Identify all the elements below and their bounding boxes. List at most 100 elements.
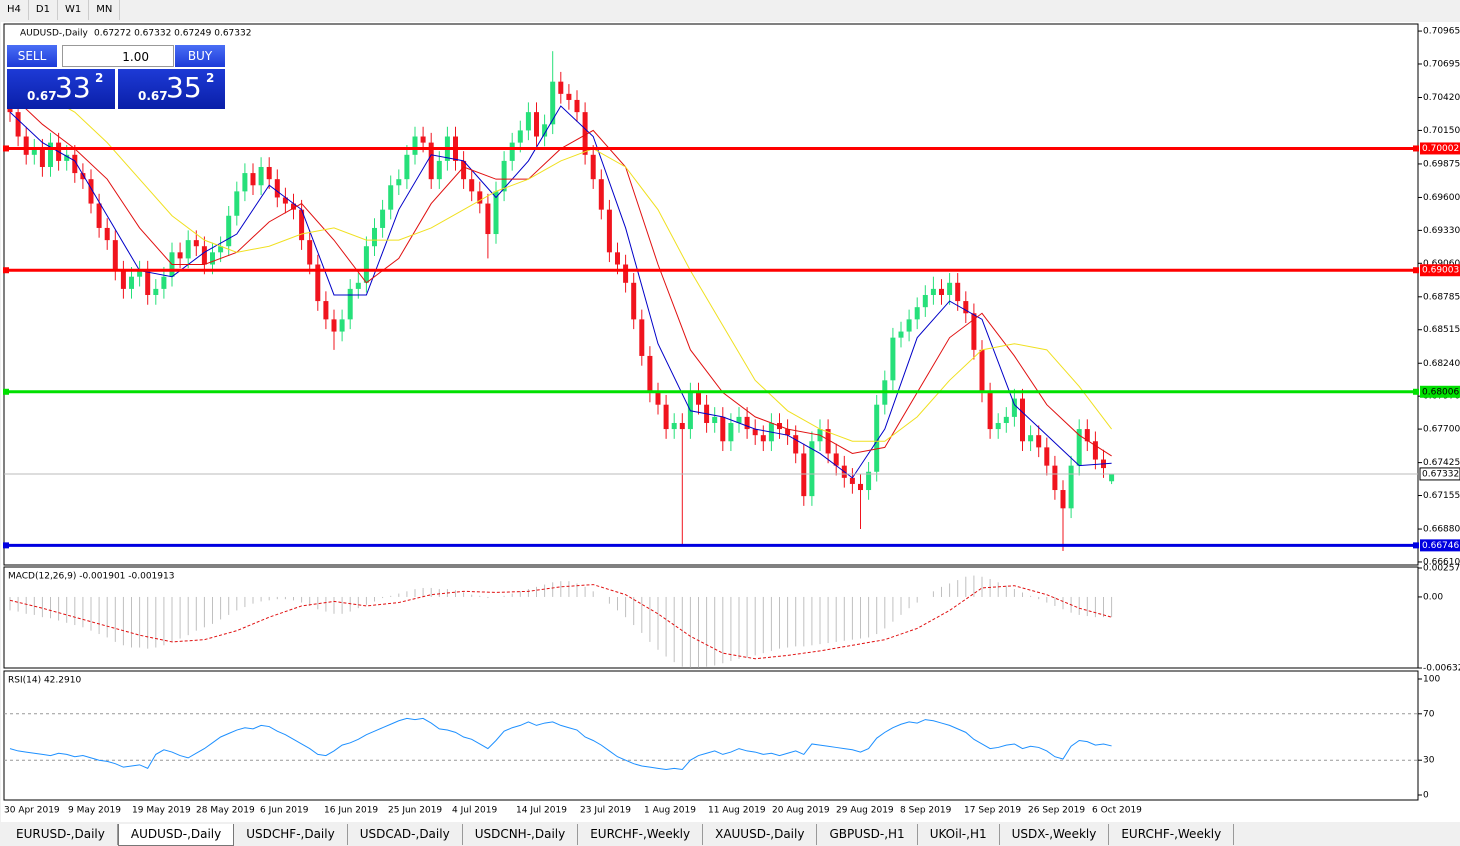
x-tick-label: 25 Jun 2019 [388,806,442,816]
y-tick-label: 100 [1423,675,1440,685]
y-tick-label: 0.70150 [1423,126,1460,136]
candle-body [64,154,70,161]
candle-body [412,136,418,155]
candle-body [250,173,256,186]
level-handle [3,388,9,395]
y-tick-label: 0.66880 [1423,525,1460,535]
candle-body [104,227,110,241]
y-tick-label: 0.69600 [1423,193,1460,203]
candle-body [979,349,985,393]
lots-input[interactable]: 1.00 [62,45,174,67]
candle-body [930,288,936,295]
candle-body [153,288,159,295]
candle-body [785,429,791,436]
candle-body [1011,398,1017,417]
chart-tab[interactable]: UKOil-,H1 [918,824,1000,845]
candle-body [728,422,734,442]
y-tick-label: 0 [1423,791,1429,801]
chart-tab[interactable]: EURCHF-,Weekly [578,824,704,845]
candle-body [315,264,321,302]
candle-body [88,179,94,204]
candle-body [623,264,629,283]
x-tick-label: 20 Aug 2019 [772,806,830,816]
timeframe-button[interactable]: W1 [58,0,90,20]
candle-body [914,307,920,320]
timeframe-button[interactable]: H4 [0,0,29,20]
candle-body [906,319,912,332]
y-tick-label: 0.69875 [1423,159,1460,169]
x-tick-label: 6 Jun 2019 [260,806,309,816]
level-handle [1413,267,1419,274]
level-handle [3,267,9,274]
y-tick-label: 0.70965 [1423,27,1460,37]
level-handle [3,542,9,549]
level-label-box [1420,539,1460,552]
x-tick-label: 19 May 2019 [132,806,191,816]
candle-body [242,173,248,192]
candle-body [1060,490,1066,509]
y-tick-label: 0.00 [1423,592,1443,602]
timeframe-button[interactable]: D1 [29,0,58,20]
chart-tab[interactable]: USDCHF-,Daily [234,824,348,845]
candle-body [874,404,880,472]
chart-tab[interactable]: XAUUSD-,Daily [703,824,818,845]
symbol-title: AUDUSD-,Daily [20,29,88,39]
chart-tab[interactable]: USDX-,Weekly [1000,824,1110,845]
candle-body [858,483,863,491]
candle-body [517,130,523,143]
candle-body [744,416,750,430]
candle-body [825,429,831,454]
x-tick-label: 30 Apr 2019 [4,806,60,816]
timeframe-toolbar: H4 D1 W1 MN [0,0,121,20]
last-price-label: 0.67332 [1422,469,1459,479]
y-tick-label: 0.69060 [1423,259,1460,269]
chart-tab[interactable]: USDCAD-,Daily [348,824,463,845]
candle-body [1109,473,1115,482]
candle-body [801,453,807,497]
candle-body [493,191,499,235]
macd-panel [3,566,1419,669]
chart-tab[interactable]: USDCNH-,Daily [463,824,579,845]
candle-body [598,179,604,210]
candle-body [760,435,766,442]
buy-price[interactable]: 0.67 35 2 [118,69,225,109]
sell-price[interactable]: 0.67 33 2 [7,69,115,109]
chart-tab[interactable]: GBPUSD-,H1 [817,824,918,845]
y-tick-label: 30 [1423,756,1435,766]
chart-tab[interactable]: AUDUSD-,Daily [117,824,235,846]
candle-body [647,355,653,393]
candle-body [291,203,296,210]
y-tick-label: -0.006320 [1423,664,1460,674]
candle-body [477,191,483,204]
price-big: 0.67 [27,89,57,103]
sell-button[interactable]: SELL [7,45,57,67]
candle-body [809,441,815,497]
candle-body [339,319,345,332]
moving-average [9,69,1112,442]
candle-body [534,112,539,137]
x-tick-label: 9 May 2019 [68,806,121,816]
candle-body [550,81,556,125]
candle-body [145,270,151,295]
candle-body [898,331,904,338]
y-tick-label: 0.68240 [1423,359,1460,369]
chart-tab[interactable]: EURUSD-,Daily [4,824,118,845]
y-tick-label: 0.69330 [1423,226,1460,236]
buy-button[interactable]: BUY [175,45,225,67]
x-tick-label: 11 Aug 2019 [708,806,766,816]
chart-tab[interactable]: EURCHF-,Weekly [1109,824,1235,845]
y-tick-label: 0.68785 [1423,292,1460,302]
candle-body [509,142,515,161]
timeframe-button[interactable]: MN [89,0,121,20]
moving-average [9,105,1112,479]
y-tick-label: 0.66610 [1423,557,1460,567]
candle-body [1028,435,1034,442]
candle-body [404,154,410,180]
x-tick-label: 23 Jul 2019 [580,806,631,816]
candle-body [23,136,29,155]
candle-body [736,416,742,423]
chart-tabs: EURUSD-,Daily AUDUSD-,Daily USDCHF-,Daily U… [4,824,1235,846]
rsi-panel [3,670,1419,801]
level-handle [3,145,9,152]
level-handle [1413,542,1419,549]
